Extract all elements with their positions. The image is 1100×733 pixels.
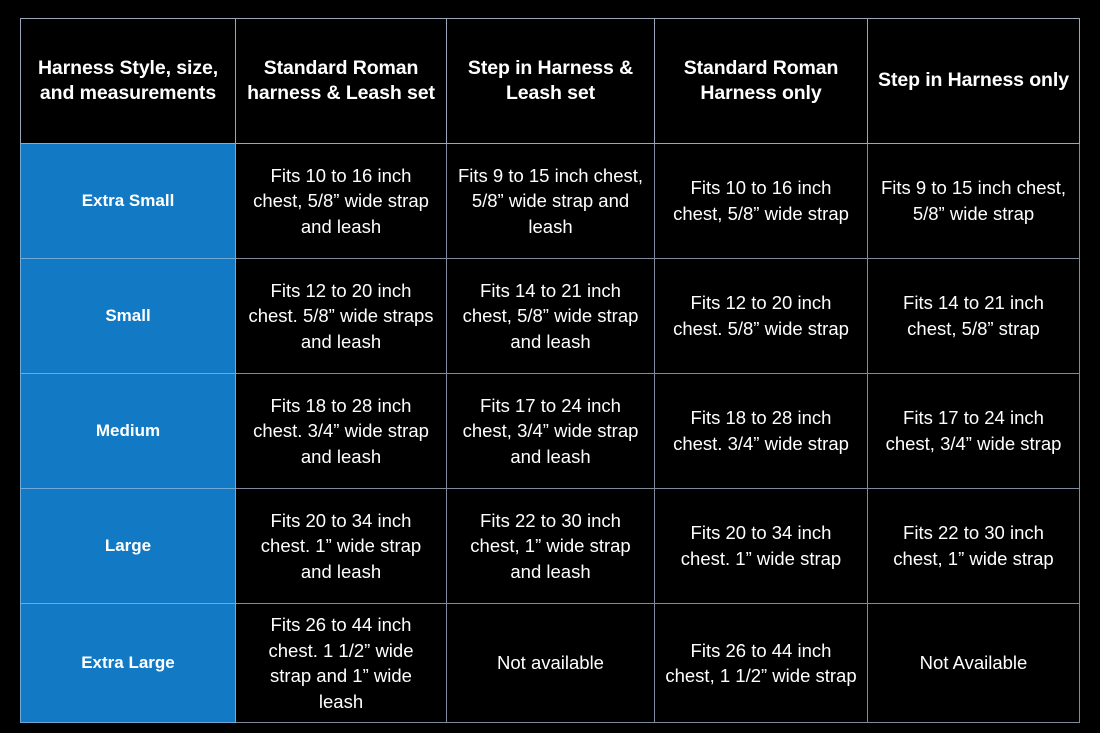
cell-large-standard-roman-harness-leash-set: Fits 20 to 34 inch chest. 1” wide strap … (235, 488, 447, 604)
cell-extra-small-standard-roman-harness-only: Fits 10 to 16 inch chest, 5/8” wide stra… (654, 143, 868, 259)
cell-medium-standard-roman-harness-only: Fits 18 to 28 inch chest. 3/4” wide stra… (654, 373, 868, 489)
cell-medium-step-in-harness-only: Fits 17 to 24 inch chest, 3/4” wide stra… (867, 373, 1080, 489)
cell-extra-small-standard-roman-harness-leash-set: Fits 10 to 16 inch chest, 5/8” wide stra… (235, 143, 447, 259)
cell-extra-large-standard-roman-harness-leash-set: Fits 26 to 44 inch chest. 1 1/2” wide st… (235, 602, 447, 724)
table-row: Small Fits 12 to 20 inch chest. 5/8” wid… (20, 258, 1080, 374)
row-label-extra-large: Extra Large (20, 602, 236, 724)
cell-small-standard-roman-harness-leash-set: Fits 12 to 20 inch chest. 5/8” wide stra… (235, 258, 447, 374)
table-row: Extra Small Fits 10 to 16 inch chest, 5/… (20, 143, 1080, 259)
table-row: Extra Large Fits 26 to 44 inch chest. 1 … (20, 602, 1080, 724)
cell-extra-large-step-in-harness-only: Not Available (867, 602, 1080, 724)
row-label-small: Small (20, 258, 236, 374)
row-label-extra-small: Extra Small (20, 143, 236, 259)
cell-extra-small-step-in-harness-only: Fits 9 to 15 inch chest, 5/8” wide strap (867, 143, 1080, 259)
cell-medium-step-in-harness-leash-set: Fits 17 to 24 inch chest, 3/4” wide stra… (446, 373, 655, 489)
table-row: Large Fits 20 to 34 inch chest. 1” wide … (20, 488, 1080, 604)
table-body: Extra Small Fits 10 to 16 inch chest, 5/… (20, 143, 1080, 724)
cell-large-standard-roman-harness-only: Fits 20 to 34 inch chest. 1” wide strap (654, 488, 868, 604)
cell-medium-standard-roman-harness-leash-set: Fits 18 to 28 inch chest. 3/4” wide stra… (235, 373, 447, 489)
column-header-step-in-harness-only: Step in Harness only (867, 18, 1080, 144)
table-row: Medium Fits 18 to 28 inch chest. 3/4” wi… (20, 373, 1080, 489)
row-label-medium: Medium (20, 373, 236, 489)
harness-size-chart-table: Harness Style, size, and measurements St… (20, 18, 1080, 724)
row-label-large: Large (20, 488, 236, 604)
header-row: Harness Style, size, and measurements St… (20, 18, 1080, 144)
column-header-size: Harness Style, size, and measurements (20, 18, 236, 144)
cell-small-step-in-harness-leash-set: Fits 14 to 21 inch chest, 5/8” wide stra… (446, 258, 655, 374)
cell-large-step-in-harness-leash-set: Fits 22 to 30 inch chest, 1” wide strap … (446, 488, 655, 604)
cell-large-step-in-harness-only: Fits 22 to 30 inch chest, 1” wide strap (867, 488, 1080, 604)
table-header: Harness Style, size, and measurements St… (20, 18, 1080, 144)
cell-extra-large-step-in-harness-leash-set: Not available (446, 602, 655, 724)
column-header-step-in-harness-leash-set: Step in Harness & Leash set (446, 18, 655, 144)
column-header-standard-roman-harness-leash-set: Standard Roman harness & Leash set (235, 18, 447, 144)
cell-small-standard-roman-harness-only: Fits 12 to 20 inch chest. 5/8” wide stra… (654, 258, 868, 374)
column-header-standard-roman-harness-only: Standard Roman Harness only (654, 18, 868, 144)
cell-small-step-in-harness-only: Fits 14 to 21 inch chest, 5/8” strap (867, 258, 1080, 374)
size-chart-container: Harness Style, size, and measurements St… (20, 18, 1080, 724)
cell-extra-large-standard-roman-harness-only: Fits 26 to 44 inch chest, 1 1/2” wide st… (654, 602, 868, 724)
cell-extra-small-step-in-harness-leash-set: Fits 9 to 15 inch chest, 5/8” wide strap… (446, 143, 655, 259)
